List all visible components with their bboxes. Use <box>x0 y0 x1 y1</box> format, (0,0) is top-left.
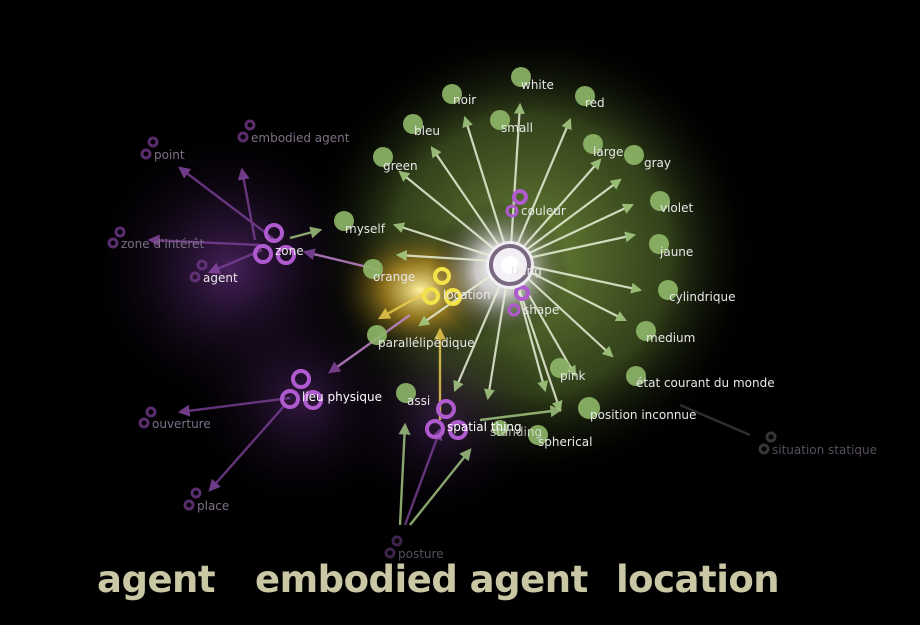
node-bleu[interactable] <box>403 114 423 134</box>
node-white[interactable] <box>511 67 531 87</box>
label-ouverture: ouverture <box>152 417 211 431</box>
label-standing: standing <box>490 425 542 439</box>
purple-nodes <box>253 189 530 440</box>
node-couleur[interactable] <box>512 189 528 205</box>
label-etat: état courant du monde <box>636 376 775 390</box>
label-large: large <box>593 145 623 159</box>
label-zone: zone <box>275 244 304 258</box>
label-lieu: lieu physique <box>302 390 382 404</box>
node-thing[interactable] <box>486 241 534 289</box>
labels: white noir red bleu small large gray gre… <box>121 78 877 561</box>
label-noir: noir <box>453 93 476 107</box>
node-place[interactable] <box>190 487 202 499</box>
label-zone-interet: zone d'intérêt <box>121 237 204 251</box>
label-gray: gray <box>644 156 671 170</box>
node-posture[interactable] <box>391 535 403 547</box>
tab-embodied-agent[interactable]: embodied agent <box>255 558 588 601</box>
label-red: red <box>585 96 605 110</box>
green-nodes <box>334 67 678 445</box>
label-shape: shape <box>523 303 559 317</box>
label-spatial: spatial thing <box>447 420 522 434</box>
label-assi: assi <box>407 394 430 408</box>
node-assi[interactable] <box>396 383 416 403</box>
label-location: location <box>443 288 491 302</box>
node-shape[interactable] <box>514 285 530 301</box>
node-agent[interactable] <box>196 259 208 271</box>
label-place: place <box>197 499 229 513</box>
edges-thing <box>392 102 643 413</box>
category-bar: agent embodied agent location <box>0 558 920 618</box>
label-bleu: bleu <box>414 124 440 138</box>
node-spatial[interactable] <box>436 399 456 419</box>
label-cylindrique: cylindrique <box>669 290 735 304</box>
node-jaune[interactable] <box>649 234 669 254</box>
node-parallelepipedique[interactable] <box>367 325 387 345</box>
node-position[interactable] <box>578 397 600 419</box>
node-red[interactable] <box>575 86 595 106</box>
label-orange: orange <box>373 270 415 284</box>
label-point: point <box>154 148 185 162</box>
label-small: small <box>501 121 533 135</box>
background-glows <box>80 25 760 530</box>
node-zone[interactable] <box>264 223 284 243</box>
label-agent: agent <box>203 271 238 285</box>
node-green[interactable] <box>373 147 393 167</box>
node-large[interactable] <box>583 134 603 154</box>
node-lieu[interactable] <box>291 369 311 389</box>
label-spherical: spherical <box>538 435 592 449</box>
node-zone-interet[interactable] <box>114 226 126 238</box>
label-violet: violet <box>660 201 693 215</box>
label-thing: thing <box>511 264 542 278</box>
node-medium[interactable] <box>636 321 656 341</box>
node-ouverture[interactable] <box>145 406 157 418</box>
label-couleur: couleur <box>521 204 566 218</box>
tab-location[interactable]: location <box>616 558 780 601</box>
node-violet[interactable] <box>650 191 670 211</box>
label-green: green <box>383 159 418 173</box>
node-gray[interactable] <box>624 145 644 165</box>
label-posture: posture <box>398 547 444 561</box>
label-embodied: embodied agent <box>251 131 350 145</box>
label-jaune: jaune <box>659 245 693 259</box>
node-location[interactable] <box>422 267 462 306</box>
edges-left <box>147 166 751 526</box>
node-cylindrique[interactable] <box>658 280 678 300</box>
node-embodied[interactable] <box>244 119 256 131</box>
tab-agent[interactable]: agent <box>97 558 216 601</box>
dim-purple-nodes <box>107 119 777 559</box>
node-small[interactable] <box>490 110 510 130</box>
node-orange[interactable] <box>363 259 383 279</box>
label-myself: myself <box>345 222 386 236</box>
label-situation: situation statique <box>772 443 877 457</box>
node-etat[interactable] <box>626 366 646 386</box>
label-parallelepipedique: parallélipèdique <box>378 336 475 350</box>
label-pink: pink <box>560 369 586 383</box>
node-noir[interactable] <box>442 84 462 104</box>
label-medium: medium <box>646 331 695 345</box>
node-standing[interactable] <box>492 420 508 436</box>
label-position: position inconnue <box>590 408 696 422</box>
node-point[interactable] <box>147 136 159 148</box>
node-situation[interactable] <box>765 431 777 443</box>
node-spherical[interactable] <box>528 425 548 445</box>
node-myself[interactable] <box>334 211 354 231</box>
label-white: white <box>521 78 554 92</box>
node-pink[interactable] <box>550 358 570 378</box>
